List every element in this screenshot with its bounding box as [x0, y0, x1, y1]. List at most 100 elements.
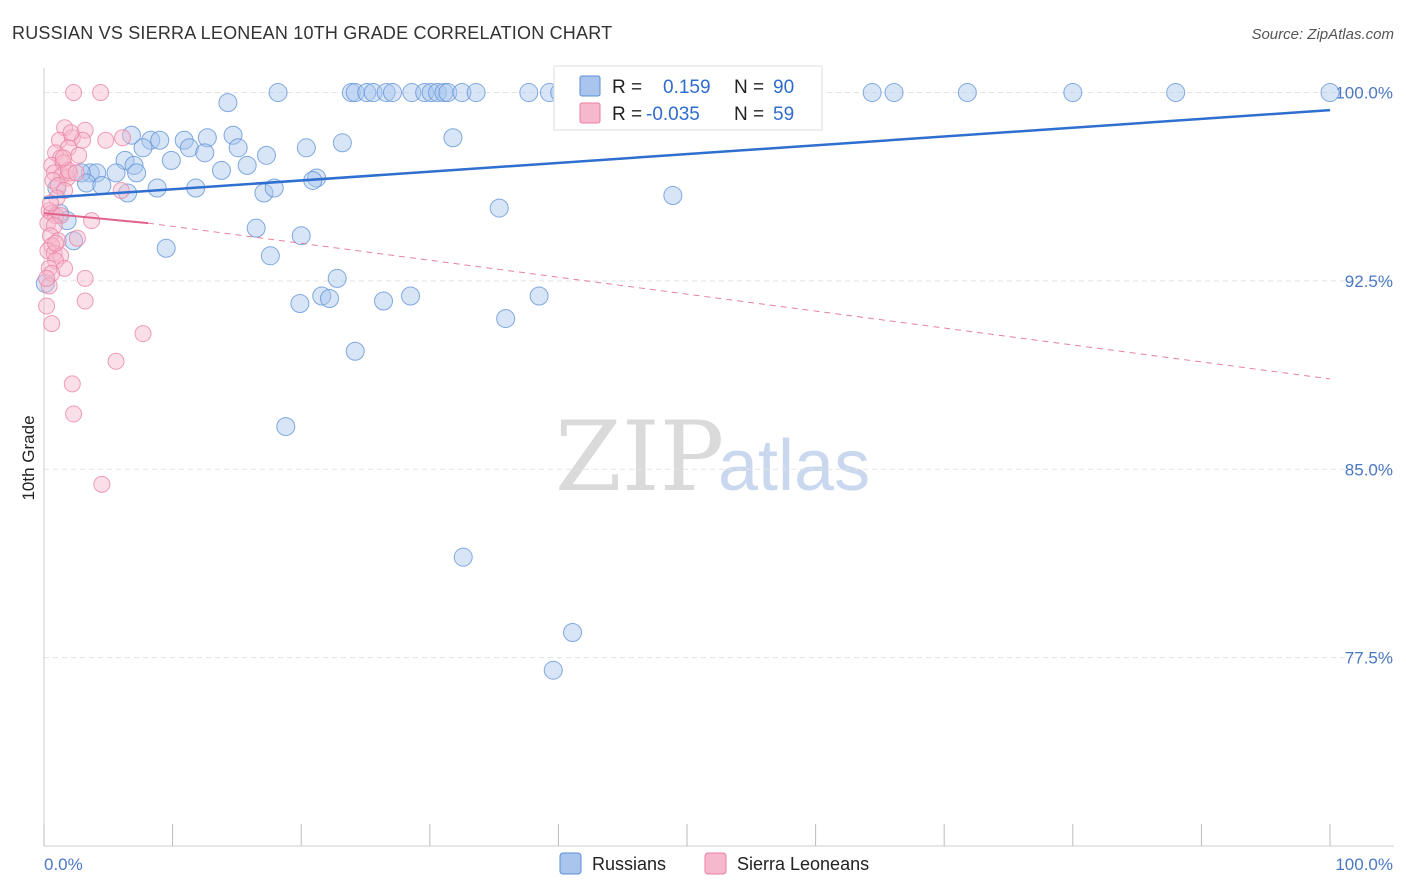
russian-point: [179, 138, 199, 158]
stats-legend: R = 0.159 N = 90 R = -0.035 N = 59: [553, 65, 823, 131]
sierra-leoneans-swatch: [579, 102, 601, 124]
russian-point: [92, 175, 112, 195]
legend-r-label-russians: R =: [612, 77, 642, 98]
sierra-leonean-point: [47, 234, 65, 252]
y-axis-label: 10th Grade: [19, 415, 38, 500]
bottom-legend-sierra-leoneans: Sierra Leoneans: [737, 854, 869, 874]
trend-layer: [43, 108, 1331, 380]
points-layer: [35, 83, 1340, 680]
russian-point: [195, 143, 215, 163]
sierra-leonean-point: [76, 269, 94, 287]
sierra-leoneans-trend-extension: [148, 222, 1331, 380]
sierra-leonean-point: [40, 259, 58, 277]
russian-point: [438, 83, 458, 103]
russians-trend-line: [43, 108, 1331, 200]
sierra-leonean-point: [68, 229, 86, 247]
russians-points: [35, 83, 1340, 680]
sierra-leonean-point: [52, 247, 70, 265]
russian-point: [383, 83, 403, 103]
russian-point: [452, 83, 472, 103]
sierra-leonean-point: [56, 259, 74, 277]
russian-point: [268, 83, 288, 103]
russian-point: [519, 83, 539, 103]
russian-point: [291, 226, 311, 246]
russian-point: [957, 83, 977, 103]
russian-point: [862, 83, 882, 103]
series-legend: Russians Sierra Leoneans: [559, 852, 869, 875]
legend-r-value-russians: 0.159: [663, 77, 711, 98]
russian-point: [884, 83, 904, 103]
russian-point: [374, 291, 394, 311]
russian-point: [161, 150, 181, 170]
russian-point: [529, 286, 549, 306]
russian-point: [197, 128, 217, 148]
x-tick-label-min: 0.0%: [44, 855, 83, 874]
russian-point: [106, 163, 126, 183]
sierra-leonean-point: [67, 164, 85, 182]
axis-layer: 77.5% 85.0% 92.5% 100.0% 0.0% 100.0%: [43, 68, 1394, 874]
legend-n-label-sierra-leoneans: N =: [734, 104, 764, 125]
russian-point: [156, 238, 176, 258]
russian-point: [466, 83, 486, 103]
russian-point: [428, 83, 448, 103]
russian-point: [327, 268, 347, 288]
sierra-leonean-point: [54, 149, 72, 167]
russian-point: [296, 138, 316, 158]
bottom-legend-russians: Russians: [592, 854, 666, 874]
russian-point: [496, 309, 516, 329]
legend-n-label-russians: N =: [734, 77, 764, 98]
sierra-leonean-point: [76, 121, 94, 139]
russian-point: [124, 155, 144, 175]
sierra-leonean-point: [43, 264, 61, 282]
russian-point: [276, 417, 296, 437]
y-tick-label: 100.0%: [1335, 84, 1393, 103]
russians-swatch: [579, 75, 601, 97]
russian-point: [345, 341, 365, 361]
russian-point: [332, 133, 352, 153]
y-tick-label: 77.5%: [1345, 649, 1393, 668]
sierra-leonean-point: [38, 269, 56, 287]
sierra-leonean-point: [65, 84, 83, 102]
legend-n-value-sierra-leoneans: 59: [773, 104, 794, 125]
russian-point: [357, 83, 377, 103]
source-label: Source: ZipAtlas.com: [1251, 26, 1394, 43]
grid-layer: [44, 92, 1394, 659]
russian-point: [1166, 83, 1186, 103]
legend-n-value-russians: 90: [773, 77, 794, 98]
sierra-leonean-point: [92, 84, 110, 102]
russian-point: [147, 178, 167, 198]
sierra-leoneans-points: [38, 84, 152, 493]
russian-point: [260, 246, 280, 266]
russian-point: [133, 138, 153, 158]
russian-point: [453, 547, 473, 567]
russian-point: [1320, 83, 1340, 103]
russian-point: [256, 145, 276, 165]
russian-point: [246, 218, 266, 238]
legend-r-value-sierra-leoneans: -0.035: [646, 104, 700, 125]
russian-point: [1063, 83, 1083, 103]
chart-title: RUSSIAN VS SIERRA LEONEAN 10TH GRADE COR…: [12, 23, 612, 43]
sierra-leonean-point: [112, 182, 130, 200]
russian-point: [563, 623, 583, 643]
sierra-leonean-point: [113, 129, 131, 147]
sierra-leonean-point: [76, 292, 94, 310]
sierra-leonean-point: [62, 124, 80, 142]
russian-point: [237, 155, 257, 175]
russian-point: [443, 128, 463, 148]
legend-r-label-sierra-leoneans: R =: [612, 104, 642, 125]
sierra-leoneans-trend-line: [43, 212, 149, 225]
sierra-leonean-point: [44, 171, 62, 189]
sierra-leonean-point: [83, 212, 101, 230]
russian-point: [543, 660, 563, 680]
sierra-leonean-point: [107, 352, 125, 370]
russian-point: [312, 286, 332, 306]
russian-point: [218, 93, 238, 113]
russian-point: [228, 138, 248, 158]
sierra-leonean-point: [63, 375, 81, 393]
sierra-leonean-point: [93, 475, 111, 493]
russian-point: [150, 130, 170, 150]
russian-point: [376, 83, 396, 103]
bottom-legend-russians-swatch: [559, 852, 582, 875]
bottom-legend-sierra-leoneans-swatch: [704, 852, 727, 875]
